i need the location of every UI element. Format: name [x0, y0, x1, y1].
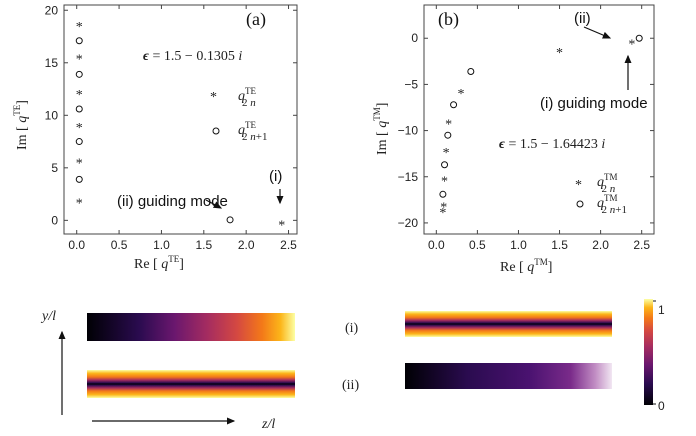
x-tick-label: 0.5	[469, 238, 486, 252]
data-point-star: *	[445, 117, 452, 132]
chart-te-panel: 0.0 0.5 1.0 1.5 2.0 2.5 0 5 10 15 20 * * * * * * * (a) ϵ…	[12, 3, 298, 272]
epsilon-label: ϵ = 1.5 − 1.64423 i	[499, 137, 605, 152]
legend: * qTE 2 n qTE 2 n+1	[210, 86, 267, 143]
epsilon-label: ϵ = 1.5 − 0.1305 i	[143, 49, 242, 64]
data-point-circle	[226, 216, 234, 224]
legend: * qTM 2 n qTM 2 n+1	[575, 172, 627, 216]
x-tick-label: 1.0	[153, 238, 170, 252]
x-tick-label: 1.0	[510, 238, 527, 252]
legend-circle-marker	[212, 127, 220, 135]
data-point-circle	[75, 105, 83, 113]
data-point-star: *	[556, 46, 563, 61]
field-map-te-i	[87, 313, 295, 341]
field-map-tm-ii	[405, 363, 612, 389]
row-label: (i)	[345, 321, 359, 336]
data-point-circle	[444, 131, 452, 139]
y-tick-label: 15	[45, 56, 59, 70]
data-point-star: *	[76, 88, 83, 103]
y-tick-label: 0	[411, 31, 418, 45]
legend-entry: qTM 2 n+1	[597, 193, 627, 216]
field-map-tm-i	[405, 311, 612, 337]
data-point-circle	[467, 67, 475, 75]
colorbar-min-label: 0	[658, 399, 665, 413]
data-point-star: *	[440, 200, 447, 215]
y-tick-label: 5	[51, 161, 58, 175]
data-point-star: *	[76, 20, 83, 35]
legend-entry: qTE 2 n	[238, 86, 256, 109]
x-tick-label: 0.0	[68, 238, 85, 252]
y-axis-label: Im [ qTE]	[12, 100, 30, 150]
data-point-star: *	[76, 196, 83, 211]
x-tick-label: 2.5	[280, 238, 297, 252]
data-point-circle	[439, 190, 447, 198]
data-point-circle	[75, 70, 83, 78]
legend-star-marker: *	[575, 178, 582, 193]
chart-tm-panel: 0.0 0.5 1.0 1.5 2.0 2.50−5−10−15−20 ******** …	[372, 4, 655, 275]
y-tick-label: 20	[45, 3, 59, 17]
y-axis-label: Im [ qTM]	[372, 103, 390, 155]
x-axis-label: Re [ qTM]	[500, 257, 552, 275]
x-tick-label: 0.0	[428, 238, 445, 252]
data-point-circle	[75, 37, 83, 45]
colorbar-max-label: 1	[658, 303, 665, 317]
colorbar	[644, 299, 653, 405]
legend-star-marker: *	[210, 90, 217, 105]
data-point-star: *	[76, 121, 83, 136]
data-point-star: *	[441, 175, 448, 190]
y-tick-label: −15	[398, 170, 419, 184]
legend-entry: qTE 2 n+1	[238, 120, 267, 143]
field-map-te-ii	[87, 370, 295, 398]
annotation-guiding-mode: (i) guiding mode	[540, 95, 648, 112]
panel-label: (a)	[246, 9, 266, 30]
data-point-circle	[450, 101, 458, 109]
data-point-circle	[75, 175, 83, 183]
data-point-star: *	[628, 37, 635, 52]
legend-circle-marker	[576, 200, 584, 208]
y-tick-label: 10	[45, 108, 59, 122]
x-tick-label: 1.5	[195, 238, 212, 252]
data-point-star: *	[443, 146, 450, 161]
x-axis-label: Re [ qTE]	[134, 254, 184, 272]
x-tick-label: 0.5	[111, 238, 128, 252]
z-axis-label: z/l	[261, 417, 275, 432]
y-tick-label: −5	[404, 77, 418, 91]
x-tick-label: 2.5	[633, 238, 650, 252]
plot-frame	[423, 4, 655, 235]
arrow	[583, 26, 612, 39]
x-tick-label: 2.0	[238, 238, 255, 252]
data-point-circle	[441, 161, 449, 169]
plot-frame	[63, 4, 298, 235]
data-point-star: *	[76, 52, 83, 67]
data-point-star: *	[76, 156, 83, 171]
y-tick-label: 0	[51, 213, 58, 227]
row-label: (ii)	[342, 378, 359, 393]
annotation-i: (i)	[269, 168, 282, 185]
data-point-circle	[635, 34, 643, 42]
data-point-star: *	[457, 87, 464, 102]
y-tick-label: −20	[398, 216, 419, 230]
panel-label: (b)	[438, 9, 459, 30]
field-maps: y/l z/l (i) (ii) 1 0	[40, 299, 665, 432]
data-point-circle	[75, 138, 83, 146]
y-axis-label: y/l	[40, 309, 56, 324]
legend-entry: qTM 2 n	[597, 172, 618, 195]
y-tick-label: −10	[398, 124, 419, 138]
annotation-ii: (ii)	[574, 10, 591, 27]
arrow	[205, 199, 223, 209]
x-tick-label: 2.0	[592, 238, 609, 252]
data-point-star: *	[439, 206, 446, 221]
annotation-guiding-mode: (ii) guiding mode	[117, 193, 228, 210]
x-tick-label: 1.5	[551, 238, 568, 252]
data-point-star: *	[278, 218, 285, 233]
